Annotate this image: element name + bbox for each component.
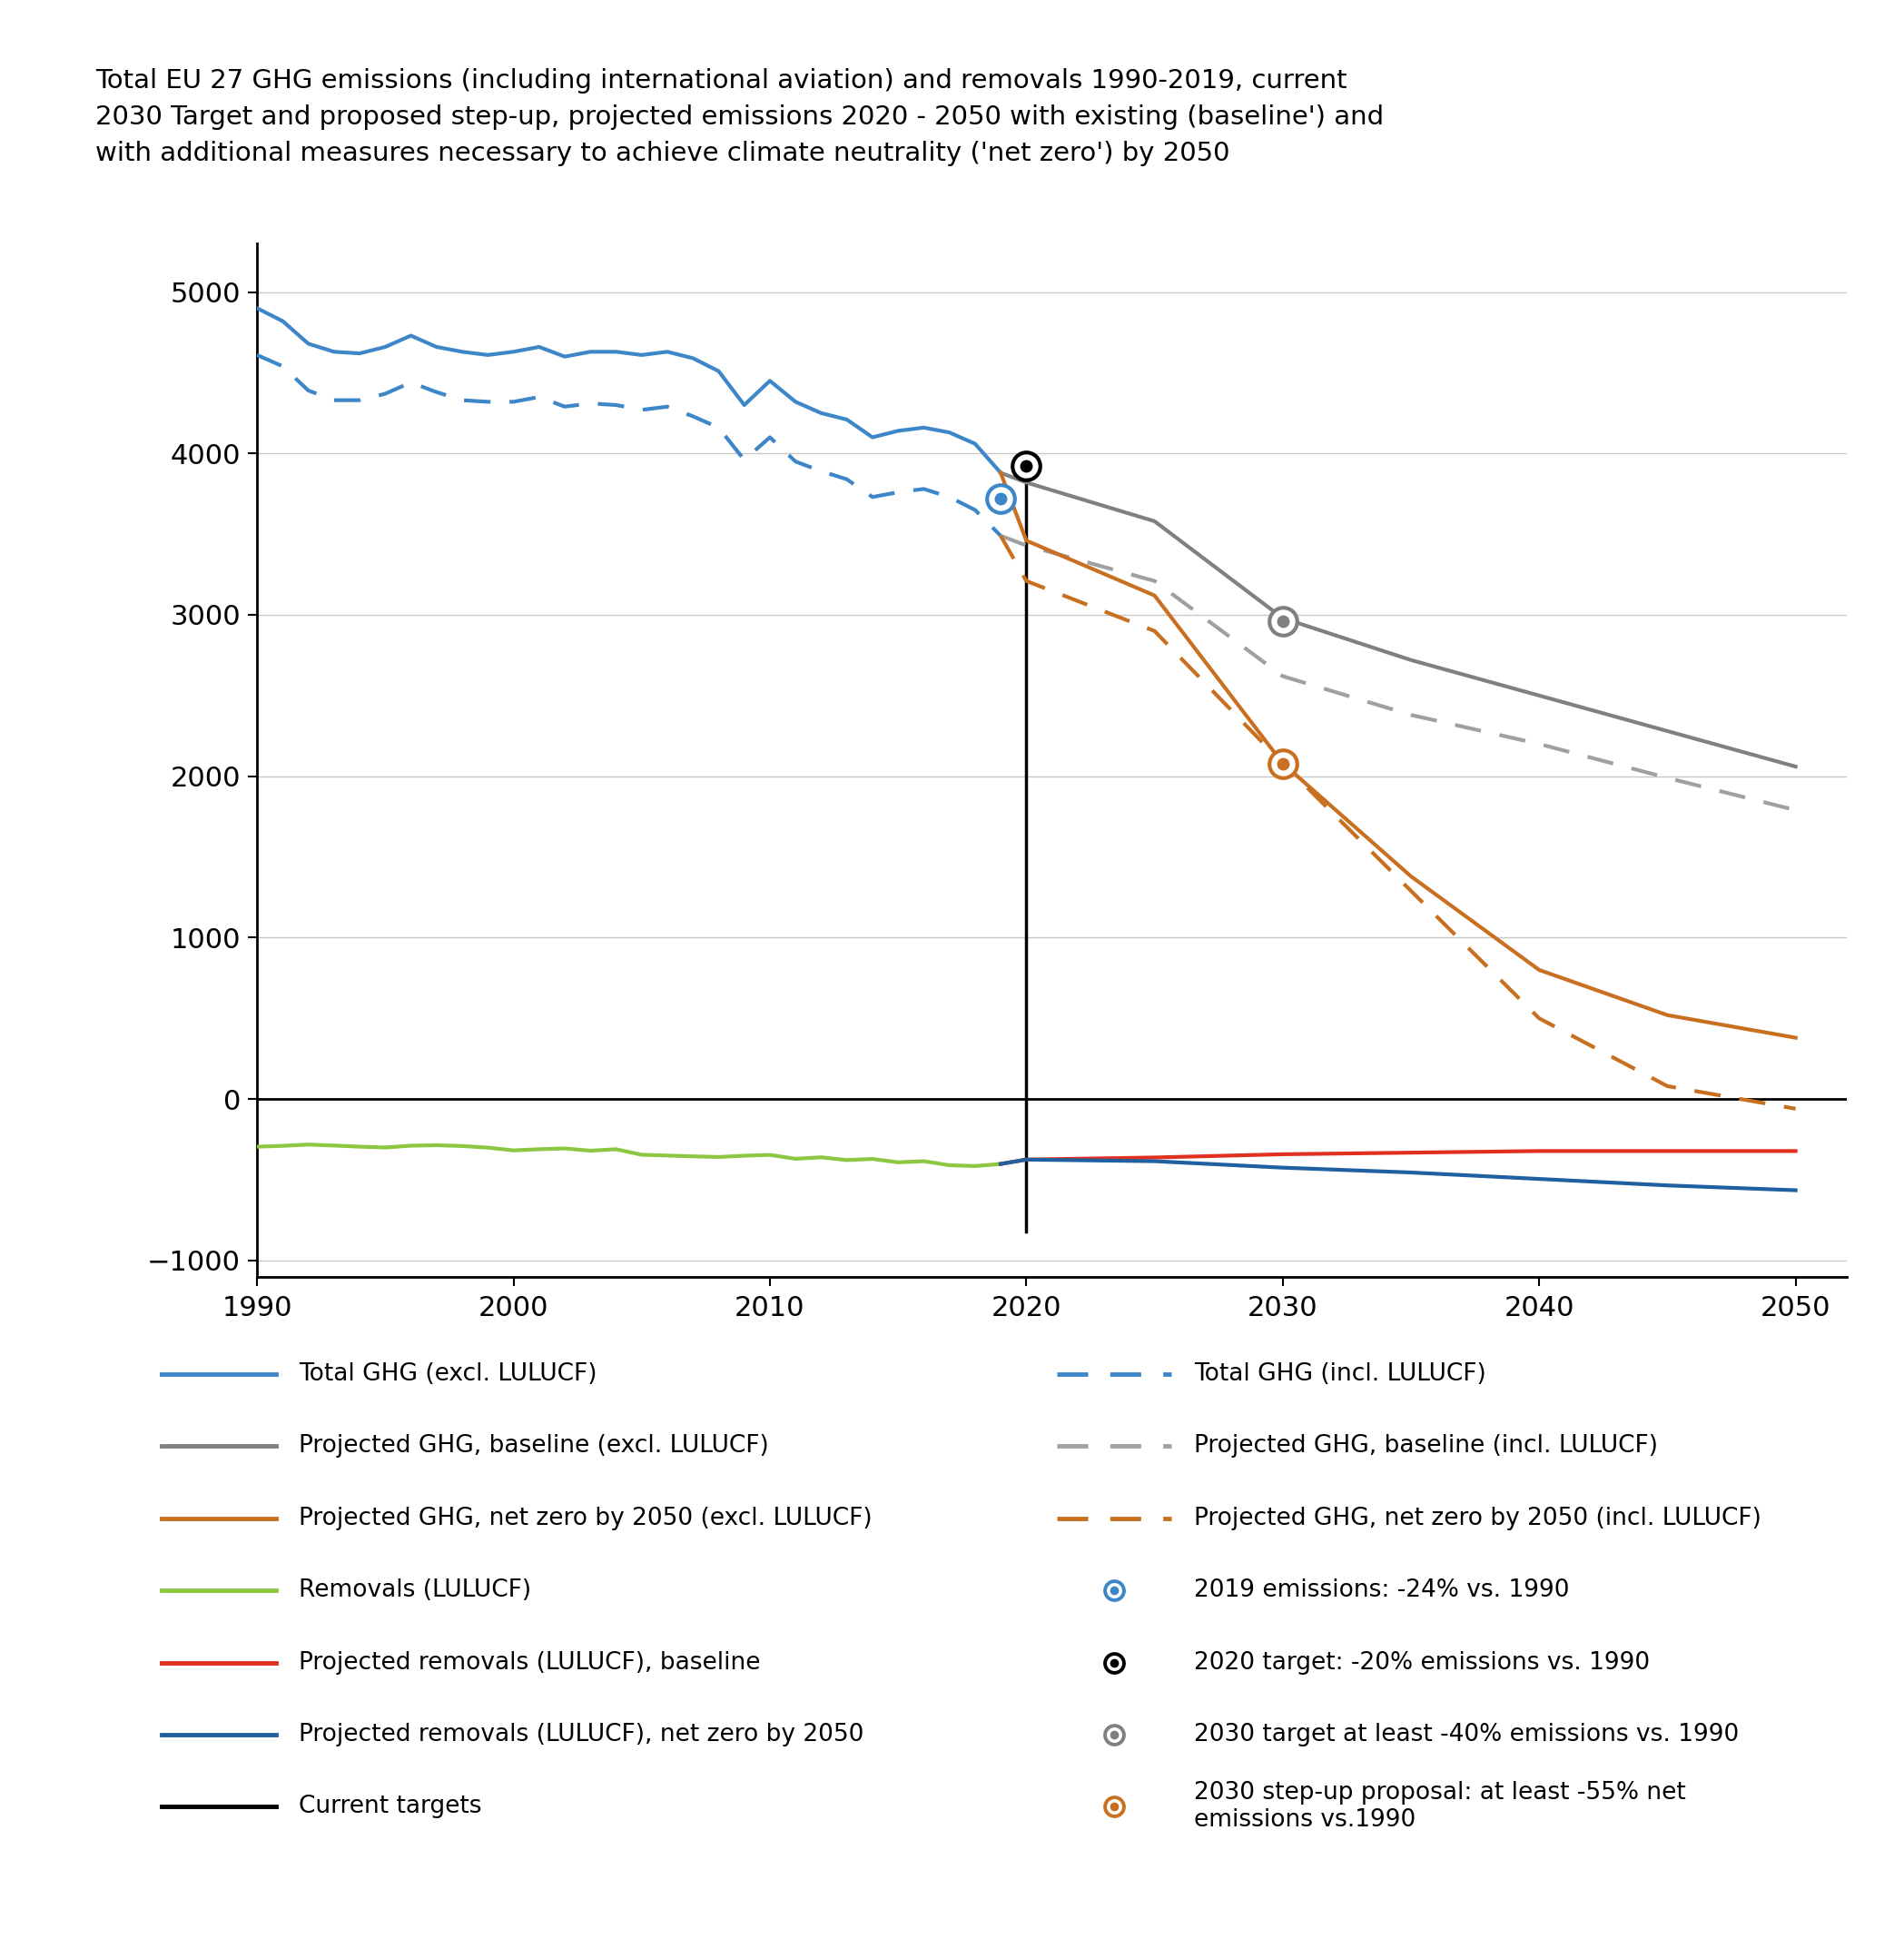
Text: Projected GHG, net zero by 2050 (excl. LULUCF): Projected GHG, net zero by 2050 (excl. L… — [299, 1507, 872, 1530]
Text: 2030 target at least -40% emissions vs. 1990: 2030 target at least -40% emissions vs. … — [1194, 1723, 1738, 1746]
Text: Projected GHG, baseline (incl. LULUCF): Projected GHG, baseline (incl. LULUCF) — [1194, 1434, 1658, 1458]
Text: Total GHG (excl. LULUCF): Total GHG (excl. LULUCF) — [299, 1362, 598, 1386]
Text: 2020 target: -20% emissions vs. 1990: 2020 target: -20% emissions vs. 1990 — [1194, 1651, 1649, 1674]
Text: Current targets: Current targets — [299, 1795, 482, 1818]
Text: Projected removals (LULUCF), net zero by 2050: Projected removals (LULUCF), net zero by… — [299, 1723, 864, 1746]
Text: Total EU 27 GHG emissions (including international aviation) and removals 1990-2: Total EU 27 GHG emissions (including int… — [95, 68, 1384, 166]
Text: Total GHG (incl. LULUCF): Total GHG (incl. LULUCF) — [1194, 1362, 1485, 1386]
Text: Removals (LULUCF): Removals (LULUCF) — [299, 1579, 531, 1602]
Text: Projected GHG, net zero by 2050 (incl. LULUCF): Projected GHG, net zero by 2050 (incl. L… — [1194, 1507, 1761, 1530]
Text: 2030 step-up proposal: at least -55% net
emissions vs.1990: 2030 step-up proposal: at least -55% net… — [1194, 1781, 1685, 1832]
Text: 2019 emissions: -24% vs. 1990: 2019 emissions: -24% vs. 1990 — [1194, 1579, 1569, 1602]
Text: Projected GHG, baseline (excl. LULUCF): Projected GHG, baseline (excl. LULUCF) — [299, 1434, 769, 1458]
Text: Projected removals (LULUCF), baseline: Projected removals (LULUCF), baseline — [299, 1651, 760, 1674]
